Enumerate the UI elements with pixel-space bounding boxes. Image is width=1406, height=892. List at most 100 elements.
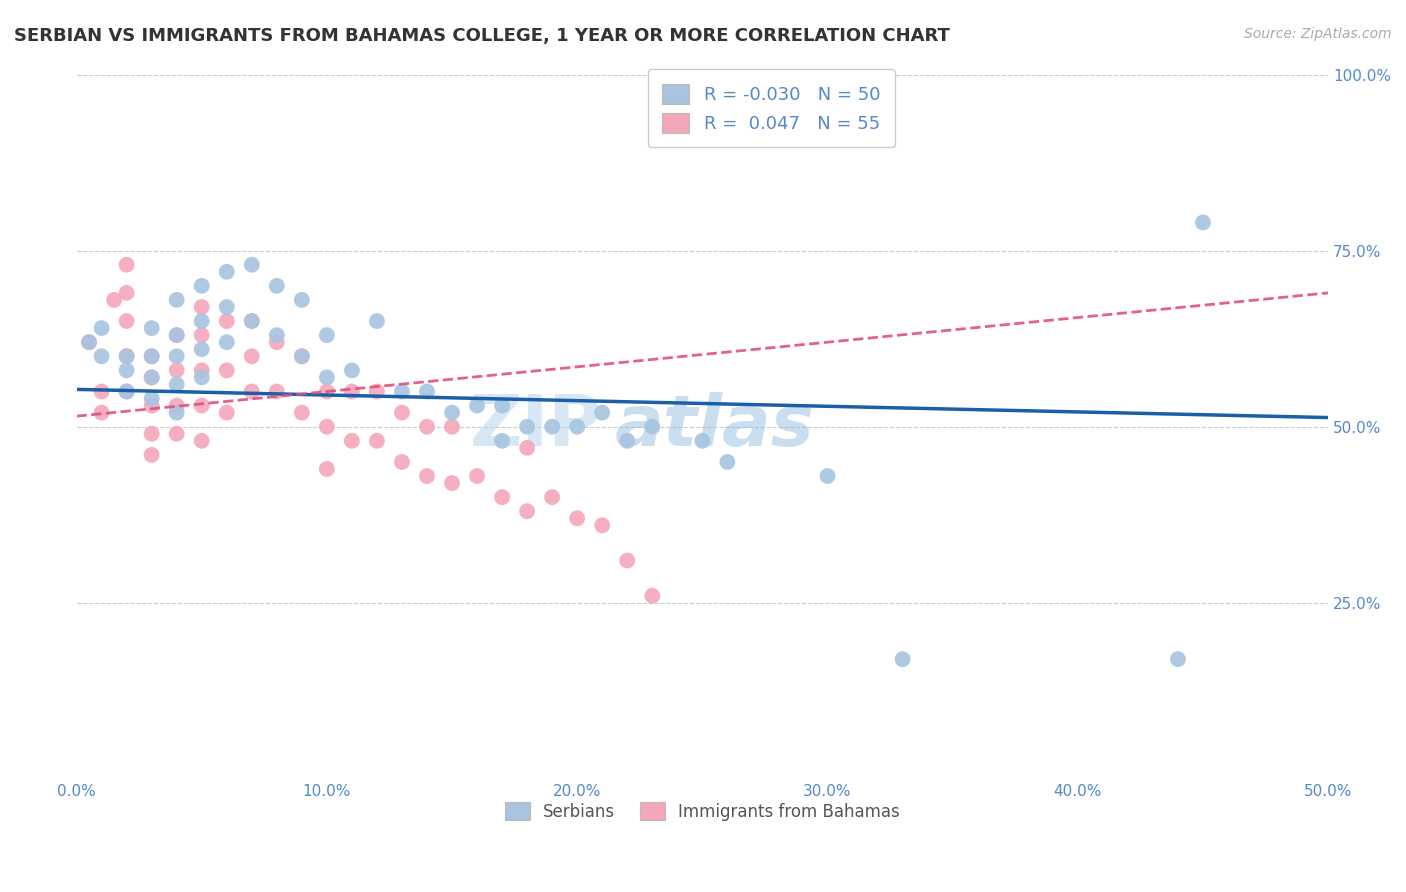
- Point: [591, 406, 613, 420]
- Point: [190, 278, 212, 293]
- Point: [115, 349, 138, 363]
- Point: [266, 335, 288, 350]
- Point: [541, 419, 564, 434]
- Point: [141, 349, 163, 363]
- Text: ZIP: ZIP: [470, 392, 602, 461]
- Point: [266, 328, 288, 343]
- Point: [166, 349, 188, 363]
- Point: [215, 314, 238, 328]
- Point: [291, 349, 314, 363]
- Point: [291, 349, 314, 363]
- Point: [90, 406, 112, 420]
- Point: [315, 384, 337, 399]
- Point: [115, 258, 138, 272]
- Text: Source: ZipAtlas.com: Source: ZipAtlas.com: [1244, 27, 1392, 41]
- Point: [465, 399, 488, 413]
- Point: [240, 384, 263, 399]
- Point: [416, 384, 439, 399]
- Point: [291, 293, 314, 307]
- Point: [90, 384, 112, 399]
- Point: [315, 419, 337, 434]
- Point: [215, 406, 238, 420]
- Point: [166, 399, 188, 413]
- Point: [166, 328, 188, 343]
- Point: [817, 469, 839, 483]
- Point: [491, 490, 513, 504]
- Point: [465, 469, 488, 483]
- Point: [266, 278, 288, 293]
- Point: [141, 321, 163, 335]
- Point: [90, 349, 112, 363]
- Point: [166, 293, 188, 307]
- Point: [340, 434, 363, 448]
- Point: [391, 455, 413, 469]
- Point: [215, 300, 238, 314]
- Point: [441, 419, 464, 434]
- Point: [240, 314, 263, 328]
- Point: [215, 335, 238, 350]
- Point: [340, 384, 363, 399]
- Point: [190, 300, 212, 314]
- Point: [240, 258, 263, 272]
- Point: [115, 349, 138, 363]
- Point: [340, 363, 363, 377]
- Point: [115, 384, 138, 399]
- Point: [141, 426, 163, 441]
- Point: [416, 419, 439, 434]
- Point: [77, 335, 100, 350]
- Point: [516, 504, 538, 518]
- Point: [190, 434, 212, 448]
- Point: [166, 406, 188, 420]
- Point: [215, 265, 238, 279]
- Point: [692, 434, 714, 448]
- Point: [616, 553, 638, 567]
- Point: [240, 314, 263, 328]
- Point: [441, 406, 464, 420]
- Point: [641, 589, 664, 603]
- Point: [115, 384, 138, 399]
- Point: [190, 399, 212, 413]
- Point: [616, 434, 638, 448]
- Point: [190, 314, 212, 328]
- Point: [716, 455, 738, 469]
- Point: [516, 441, 538, 455]
- Point: [141, 370, 163, 384]
- Point: [115, 363, 138, 377]
- Point: [541, 490, 564, 504]
- Point: [190, 343, 212, 357]
- Point: [77, 335, 100, 350]
- Point: [103, 293, 125, 307]
- Legend: Serbians, Immigrants from Bahamas: Serbians, Immigrants from Bahamas: [491, 789, 914, 834]
- Point: [315, 462, 337, 476]
- Text: SERBIAN VS IMMIGRANTS FROM BAHAMAS COLLEGE, 1 YEAR OR MORE CORRELATION CHART: SERBIAN VS IMMIGRANTS FROM BAHAMAS COLLE…: [14, 27, 950, 45]
- Point: [215, 363, 238, 377]
- Point: [141, 448, 163, 462]
- Point: [366, 314, 388, 328]
- Point: [291, 406, 314, 420]
- Point: [166, 426, 188, 441]
- Point: [491, 434, 513, 448]
- Point: [567, 419, 589, 434]
- Point: [491, 399, 513, 413]
- Point: [315, 328, 337, 343]
- Point: [266, 384, 288, 399]
- Point: [391, 406, 413, 420]
- Point: [115, 314, 138, 328]
- Point: [141, 399, 163, 413]
- Point: [190, 370, 212, 384]
- Point: [115, 285, 138, 300]
- Point: [315, 370, 337, 384]
- Point: [1192, 215, 1215, 229]
- Point: [366, 434, 388, 448]
- Point: [641, 419, 664, 434]
- Text: atlas: atlas: [614, 392, 814, 461]
- Point: [567, 511, 589, 525]
- Point: [891, 652, 914, 666]
- Point: [166, 377, 188, 392]
- Point: [190, 328, 212, 343]
- Point: [141, 392, 163, 406]
- Point: [166, 328, 188, 343]
- Point: [366, 384, 388, 399]
- Point: [441, 476, 464, 491]
- Point: [141, 370, 163, 384]
